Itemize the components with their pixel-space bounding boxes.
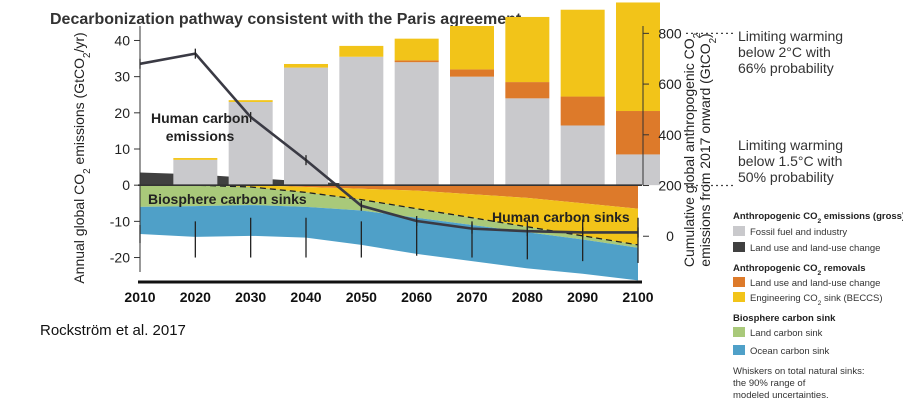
legend: Anthropogenic CO2 emissions (gross) Foss… <box>733 211 903 401</box>
annotation-human-sinks: Human carbon sinks <box>492 209 630 225</box>
legend-item-landuse-removals: Land use and land-use change <box>750 278 880 289</box>
bars <box>173 2 660 186</box>
bar-2070-1 <box>450 69 494 77</box>
bar-2070-0 <box>450 76 494 186</box>
legend-swatch-land-sink <box>733 327 745 337</box>
area-3 <box>140 185 638 248</box>
bar-2020-2 <box>173 158 218 160</box>
legend-item-fossil: Fossil fuel and industry <box>750 227 847 238</box>
bar-2090-0 <box>560 125 605 186</box>
area-1 <box>140 185 638 209</box>
x-tick-label-2090: 2090 <box>567 289 598 305</box>
bar-2100-0 <box>616 154 660 186</box>
bar-2040-2 <box>284 63 328 68</box>
limit-2c-line2: below 2°C with <box>738 44 831 60</box>
x-tick-label-2030: 2030 <box>235 289 266 305</box>
bar-2060-0 <box>394 62 439 186</box>
x-tick-label-2100: 2100 <box>622 289 653 305</box>
bar-2090-1 <box>560 96 605 126</box>
cumulative-emissions-line <box>139 52 638 234</box>
bar-2080-2 <box>505 16 550 83</box>
bar-2070-2 <box>450 26 494 70</box>
limit-15c-line2: below 1.5°C with <box>738 153 842 169</box>
y2-tick-label-600: 600 <box>658 76 682 92</box>
y-tick-label-30: 30 <box>114 69 130 85</box>
limit-15c-line1: Limiting warming <box>738 137 843 153</box>
y2-tick-label-0: 0 <box>666 228 674 244</box>
bar-2060-1 <box>394 60 439 63</box>
y2-tick-label-200: 200 <box>658 178 682 194</box>
legend-swatch-ocean-sink <box>733 345 745 355</box>
bar-2040-0 <box>284 67 328 186</box>
bar-2080-1 <box>505 82 550 99</box>
y-tick-label-0: 0 <box>122 177 130 193</box>
x-tick-label-2050: 2050 <box>346 289 377 305</box>
area-4 <box>140 205 638 281</box>
bar-2050-2 <box>339 45 384 57</box>
bar-2050-0 <box>339 56 384 186</box>
bar-2080-0 <box>505 98 550 186</box>
legend-item-landuse-emissions: Land use and land-use change <box>750 243 880 254</box>
limit-15c-line3: 50% probability <box>738 169 834 185</box>
limit-2c-line3: 66% probability <box>738 60 834 76</box>
legend-item-land-sink: Land carbon sink <box>750 328 823 339</box>
annotation-human-emissions-line1: Human carbon <box>151 110 249 126</box>
legend-header-biosphere: Biosphere carbon sink <box>733 313 836 324</box>
limit-2c-line1: Limiting warming <box>738 28 843 44</box>
x-tick-label-2020: 2020 <box>180 289 211 305</box>
bar-2100-2 <box>616 2 660 112</box>
chart-title: Decarbonization pathway consistent with … <box>50 11 522 28</box>
x-tick-label-2010: 2010 <box>124 289 155 305</box>
bar-2020-0 <box>173 159 218 186</box>
legend-note-line2: the 90% range of <box>733 378 806 389</box>
y-axis-label-right-line1: Cumulative global anthropogenic CO2 <box>681 33 703 267</box>
legend-header-emissions: Anthropogenic CO2 emissions (gross) <box>733 211 903 225</box>
y-tick-label-10: 10 <box>114 141 130 157</box>
legend-swatch-fossil <box>733 226 745 236</box>
legend-note-line1: Whiskers on total natural sinks: <box>733 366 864 377</box>
bar-2030-2 <box>228 100 273 102</box>
annotation-biosphere-sinks: Biosphere carbon sinks <box>148 191 307 207</box>
annotation-human-emissions-line2: emissions <box>166 128 235 144</box>
x-tick-label-2040: 2040 <box>290 289 321 305</box>
citation: Rockström et al. 2017 <box>40 322 186 339</box>
bar-2100-1 <box>616 111 660 155</box>
y2-tick-label-800: 800 <box>658 25 682 41</box>
y-tick-label--20: -20 <box>110 250 130 266</box>
legend-swatch-beccs <box>733 292 745 302</box>
lines <box>139 48 639 263</box>
y-tick-label-40: 40 <box>114 32 130 48</box>
y-axis-label-left: Annual global CO2 emissions (GtCO2/yr) <box>71 32 93 283</box>
legend-swatch-landuse-removals <box>733 277 745 287</box>
y-axis-label-right-line2: emissions from 2017 onward (GtCO2) <box>697 33 719 266</box>
y-tick-label--10: -10 <box>110 213 130 229</box>
legend-header-removals: Anthropogenic CO2 removals <box>733 263 866 277</box>
bar-2060-2 <box>394 38 439 61</box>
warming-limit-notes: Limiting warming below 2°C with 66% prob… <box>738 28 843 185</box>
legend-item-beccs: Engineering CO2 sink (BECCS) <box>750 293 883 307</box>
x-tick-label-2060: 2060 <box>401 289 432 305</box>
area-2 <box>140 185 638 245</box>
legend-item-ocean-sink: Ocean carbon sink <box>750 346 829 357</box>
stacked-areas <box>140 172 638 281</box>
human-sink-boundary-line <box>140 184 639 246</box>
bar-2090-2 <box>560 9 605 97</box>
legend-note-line3: modeled uncertainties. <box>733 390 829 401</box>
y2-tick-label-400: 400 <box>658 127 682 143</box>
y-tick-label-20: 20 <box>114 105 130 121</box>
x-tick-label-2080: 2080 <box>512 289 543 305</box>
legend-swatch-landuse-emissions <box>733 242 745 252</box>
x-tick-label-2070: 2070 <box>456 289 487 305</box>
